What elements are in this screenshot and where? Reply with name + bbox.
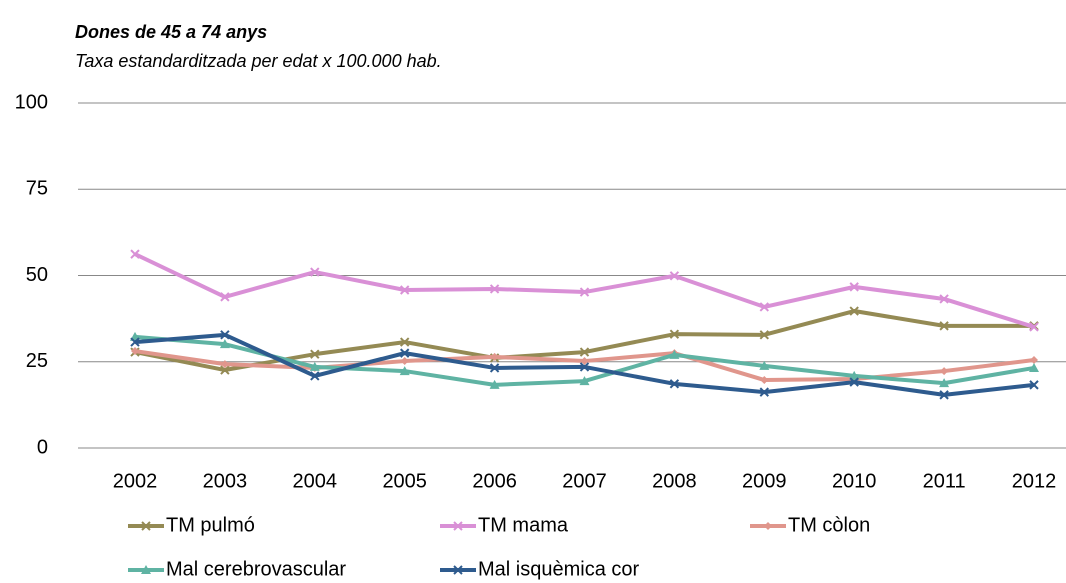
marker: [939, 294, 949, 304]
marker: [759, 360, 770, 370]
marker: [490, 352, 499, 361]
marker: [579, 287, 590, 297]
x-tick-label: 2003: [203, 470, 248, 492]
series-line: [134, 252, 1035, 329]
marker: [849, 377, 859, 387]
marker: [130, 337, 140, 347]
marker: [310, 349, 320, 359]
marker: [220, 365, 230, 375]
y-tick-label: 0: [37, 436, 48, 458]
marker: [310, 267, 320, 277]
marker: [131, 347, 139, 356]
x-tick-label: 2008: [652, 470, 697, 492]
marker: [309, 361, 320, 371]
y-tick-label: 25: [26, 350, 48, 372]
marker: [939, 390, 949, 400]
marker: [220, 330, 230, 340]
x-tick-label: 2007: [562, 470, 607, 492]
marker: [579, 362, 590, 372]
marker: [669, 349, 680, 359]
marker: [141, 521, 151, 531]
marker: [400, 357, 409, 366]
y-tick-label: 75: [26, 178, 48, 200]
marker: [220, 292, 230, 302]
marker: [1029, 380, 1039, 390]
marker: [669, 329, 680, 339]
marker: [399, 285, 410, 295]
marker: [669, 271, 680, 281]
marker: [849, 282, 859, 292]
marker: [489, 284, 500, 294]
marker: [130, 249, 140, 259]
chart-title: Dones de 45 a 74 anys: [75, 22, 267, 42]
y-tick-label: 50: [26, 264, 48, 286]
marker: [1029, 322, 1039, 332]
marker: [141, 565, 151, 574]
marker: [759, 330, 770, 340]
marker: [489, 363, 500, 373]
marker: [849, 370, 860, 380]
x-tick-label: 2004: [293, 470, 338, 492]
marker: [453, 521, 463, 531]
marker: [220, 360, 229, 369]
legend-label: TM mama: [478, 514, 569, 536]
x-tick-label: 2002: [113, 470, 158, 492]
y-tick-label: 100: [15, 91, 48, 113]
marker: [764, 522, 772, 530]
marker: [939, 321, 949, 331]
marker: [310, 371, 320, 381]
marker: [939, 378, 950, 388]
legend-label: TM pulmó: [166, 514, 255, 536]
marker: [1029, 362, 1039, 372]
x-tick-label: 2006: [472, 470, 517, 492]
marker: [399, 348, 410, 358]
marker: [849, 306, 859, 316]
x-tick-label: 2011: [923, 470, 966, 492]
marker: [579, 347, 590, 357]
marker: [399, 337, 410, 347]
marker: [1030, 356, 1038, 365]
marker: [940, 367, 949, 376]
marker: [579, 376, 590, 386]
x-tick-label: 2009: [742, 470, 787, 492]
chart-subtitle: Taxa estandarditzada per edat x 100.000 …: [75, 51, 442, 71]
x-tick-label: 2012: [1012, 470, 1057, 492]
marker: [489, 379, 500, 389]
x-tick-label: 2005: [382, 470, 427, 492]
marker: [759, 387, 770, 397]
legend-label: Mal isquèmica cor: [478, 558, 640, 580]
marker: [669, 379, 680, 389]
legend-label: TM còlon: [788, 514, 870, 536]
marker: [399, 366, 410, 376]
marker: [453, 565, 463, 575]
marker: [580, 357, 589, 366]
marker: [760, 376, 769, 385]
marker: [759, 302, 770, 312]
legend-label: Mal cerebrovascular: [166, 558, 346, 580]
marker: [219, 339, 230, 349]
x-tick-label: 2010: [832, 470, 877, 492]
